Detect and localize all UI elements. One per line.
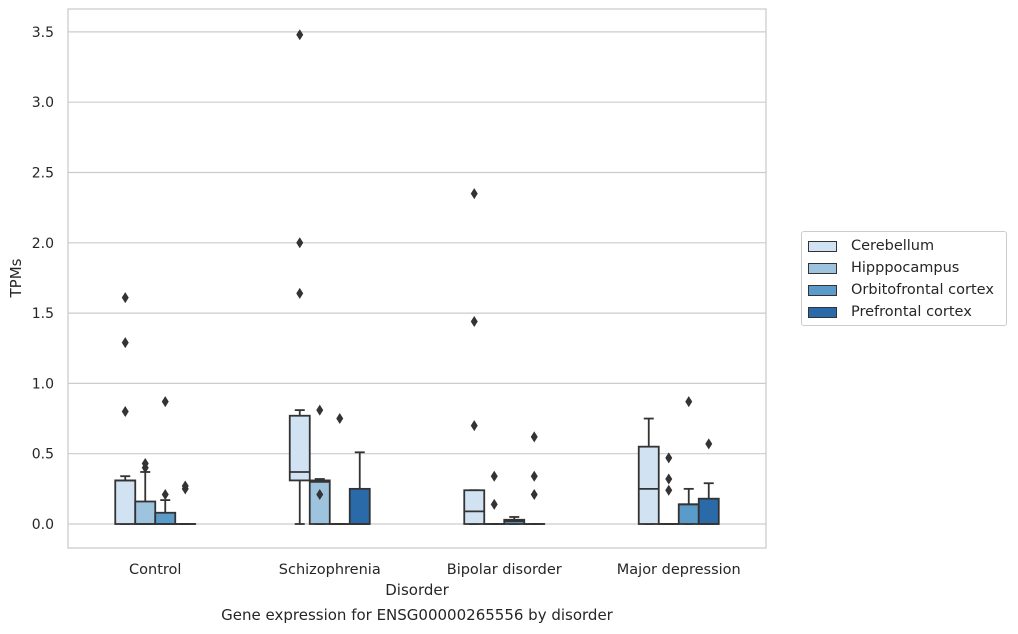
box-cerebellum [114, 292, 137, 525]
outlier-marker [665, 473, 673, 485]
box-series [114, 29, 720, 525]
box-cerebellum [637, 417, 660, 525]
legend-label: Cerebellum [851, 238, 935, 254]
gridlines [68, 31, 766, 525]
outlier-marker [490, 498, 498, 510]
legend-swatch-hippocampus [808, 262, 837, 274]
legend-item-hippocampus: Hipppocampus [808, 258, 959, 278]
box-hipppocampus [308, 404, 331, 525]
outlier-marker [296, 287, 304, 299]
box-body [677, 503, 700, 525]
y-tick-label: 3.0 [32, 95, 54, 111]
outlier-marker [470, 420, 478, 432]
box-body [134, 500, 157, 525]
box-orbitofrontal-cortex [154, 396, 177, 525]
box-body [348, 487, 371, 525]
outlier-marker [121, 292, 129, 304]
outlier-marker [121, 406, 129, 418]
box-orbitofrontal-cortex [503, 516, 526, 525]
y-tick-label: 2.0 [32, 236, 54, 252]
box-body [463, 489, 486, 525]
box-prefrontal-cortex [697, 438, 720, 525]
x-tick-label: Control [129, 562, 181, 578]
box-orbitofrontal-cortex [328, 413, 351, 525]
plot-frame [67, 8, 767, 549]
box-body [637, 445, 660, 525]
outlier-marker [530, 488, 538, 500]
box-body [288, 414, 311, 482]
legend-item-cerebellum: Cerebellum [808, 236, 934, 256]
legend-label: Orbitofrontal cortex [851, 282, 994, 298]
legend-label: Hipppocampus [851, 260, 960, 276]
y-tick-label: 3.5 [32, 25, 54, 41]
outlier-marker [530, 431, 538, 443]
x-tick-label: Major depression [617, 562, 741, 578]
box-body [697, 497, 720, 525]
legend-swatch-cerebellum [808, 240, 837, 252]
outlier-marker [470, 316, 478, 328]
outlier-marker [296, 29, 304, 41]
legend-item-prefrontal-cortex: Prefrontal cortex [808, 302, 972, 322]
outlier-marker [470, 188, 478, 200]
legend-swatch-orbitofrontal-cortex [808, 284, 837, 296]
x-tick-labels: Control Schizophrenia Bipolar disorder Majo… [129, 562, 741, 578]
outlier-marker [530, 470, 538, 482]
y-tick-label: 0.5 [32, 447, 54, 463]
box-orbitofrontal-cortex [677, 396, 700, 525]
x-axis-label: Disorder [385, 581, 449, 599]
box-cerebellum [288, 29, 311, 525]
box-hipppocampus [134, 458, 157, 525]
y-tick-label: 0.0 [32, 517, 54, 533]
legend-item-orbitofrontal-cortex: Orbitofrontal cortex [808, 280, 994, 300]
outlier-marker [665, 452, 673, 464]
y-tick-label: 1.5 [32, 306, 54, 322]
chart-caption: Gene expression for ENSG00000265556 by d… [221, 606, 613, 624]
legend: Cerebellum Hipppocampus Orbitofrontal co… [801, 231, 1007, 326]
legend-swatch-prefrontal-cortex [808, 306, 837, 318]
y-axis-label: TPMs [7, 258, 25, 298]
box-hipppocampus [657, 452, 680, 525]
box-body [308, 479, 331, 525]
y-tick-labels: 0.0 0.5 1.0 1.5 2.0 2.5 3.0 3.5 [32, 25, 54, 533]
outlier-marker [336, 413, 344, 425]
box-body [154, 511, 177, 525]
outlier-marker [665, 484, 673, 496]
outlier-marker [121, 337, 129, 349]
box-prefrontal-cortex [348, 451, 371, 525]
outlier-marker [181, 483, 189, 495]
x-tick-label: Bipolar disorder [447, 562, 562, 578]
outlier-marker [316, 404, 324, 416]
box-prefrontal-cortex [174, 480, 197, 525]
box-body [114, 479, 137, 525]
outlier-marker [296, 237, 304, 249]
box-hipppocampus [483, 470, 506, 525]
outlier-marker [316, 488, 324, 500]
outlier-marker [685, 396, 693, 408]
outlier-marker [490, 470, 498, 482]
x-tick-label: Schizophrenia [279, 562, 381, 578]
outlier-marker [161, 396, 169, 408]
y-tick-label: 1.0 [32, 376, 54, 392]
y-tick-label: 2.5 [32, 166, 54, 182]
outlier-marker [161, 488, 169, 500]
outlier-marker [705, 438, 713, 450]
box-cerebellum [463, 188, 486, 525]
outlier-marker [141, 462, 149, 474]
legend-label: Prefrontal cortex [851, 304, 972, 320]
box-prefrontal-cortex [523, 431, 546, 525]
